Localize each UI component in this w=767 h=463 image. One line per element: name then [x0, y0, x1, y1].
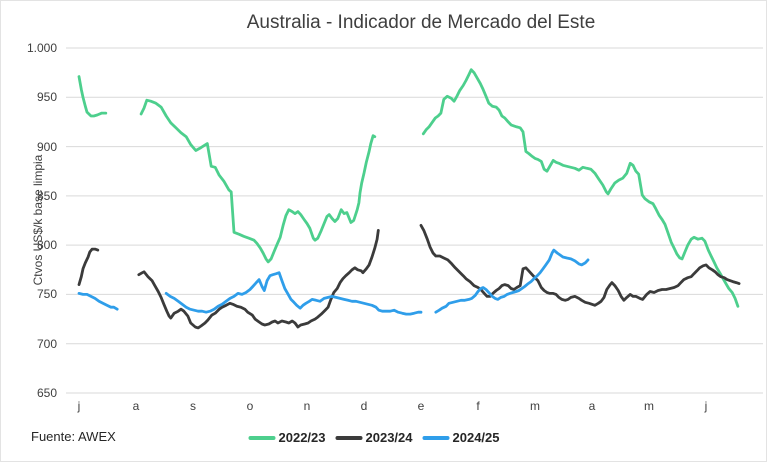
legend-label-2022-23: 2022/23 [278, 430, 326, 445]
legend-swatch-2024-25 [422, 435, 450, 440]
series-line-2024-25 [77, 291, 119, 311]
legend-swatch-2022-23 [248, 435, 276, 440]
chart-title: Australia - Indicador de Mercado del Est… [246, 12, 596, 33]
series-line-2023-24 [77, 247, 100, 287]
x-tick-label: m [530, 399, 540, 413]
x-tick-label: a [588, 399, 596, 413]
y-tick-label: 650 [36, 386, 57, 400]
series-line-2024-25 [164, 271, 423, 316]
y-tick-label: 950 [36, 90, 57, 105]
y-tick-label: 800 [36, 238, 57, 253]
legend-item-2023-24: 2023/24 [335, 430, 413, 445]
series-line-2022-23 [421, 68, 740, 308]
y-tick-label: 1.000 [26, 41, 57, 55]
source-note: Fuente: AWEX [31, 429, 116, 444]
legend-item-2024-25: 2024/25 [422, 430, 500, 445]
x-tick-label: e [417, 399, 425, 413]
legend-label-2023-24: 2023/24 [365, 430, 413, 445]
y-axis-title: Ctvos US$/k base limpia [31, 154, 45, 286]
series-line-2024-25 [434, 248, 590, 314]
series-line-2022-23 [139, 98, 377, 264]
x-tick-label: n [303, 399, 311, 413]
x-tick-label: a [132, 399, 140, 413]
legend-item-2022-23: 2022/23 [248, 430, 326, 445]
y-tick-label: 750 [36, 287, 57, 302]
legend-swatch-2023-24 [335, 435, 363, 440]
y-tick-label: 850 [36, 188, 57, 203]
x-tick-label: j [77, 399, 81, 413]
series-line-2023-24 [137, 228, 380, 330]
y-tick-label: 700 [36, 336, 57, 351]
x-tick-label: o [246, 399, 254, 413]
legend-label-2024-25: 2024/25 [452, 430, 500, 445]
x-tick-label: d [360, 399, 368, 413]
x-tick-label: f [476, 399, 480, 413]
y-tick-label: 900 [36, 139, 57, 154]
x-tick-label: j [704, 399, 708, 413]
x-tick-label: s [190, 399, 196, 413]
x-tick-label: m [644, 399, 654, 413]
legend: 2022/23 2023/24 2024/25 [248, 430, 500, 445]
series-line-2022-23 [77, 75, 108, 118]
